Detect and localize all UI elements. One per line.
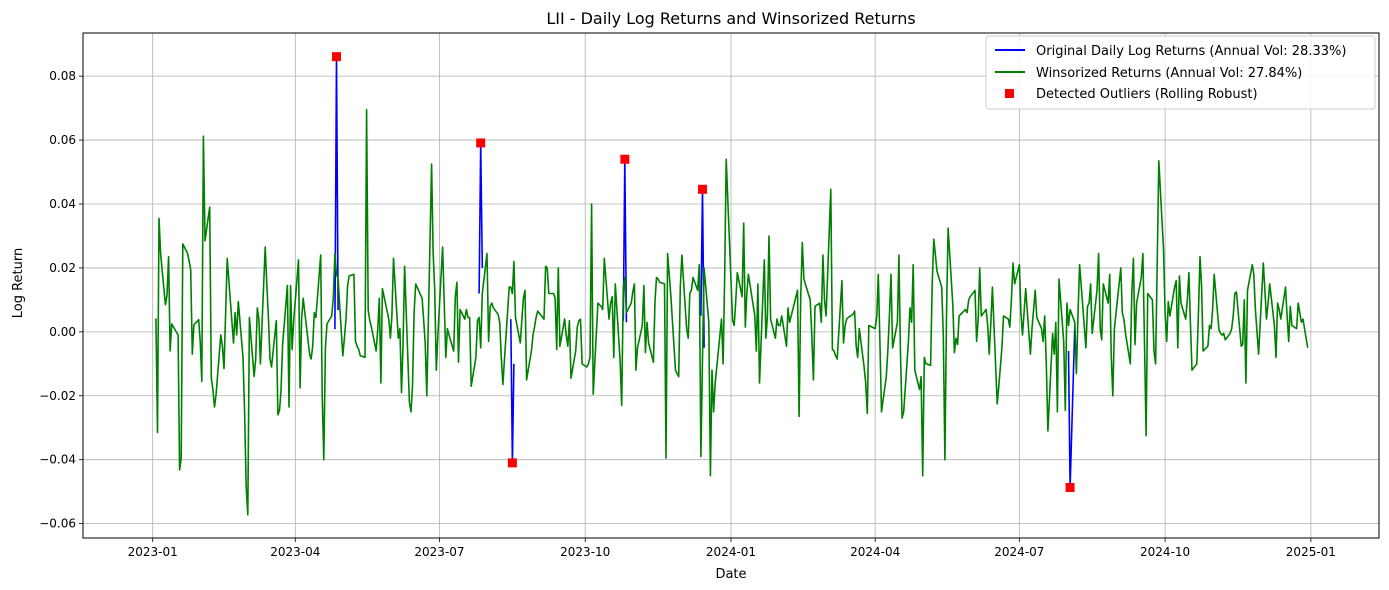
- y-tick-label: 0.02: [49, 261, 76, 275]
- legend-label-winsorized: Winsorized Returns (Annual Vol: 27.84%): [1036, 66, 1302, 81]
- legend: Original Daily Log Returns (Annual Vol: …: [985, 35, 1376, 110]
- x-tick-label: 2023-01: [128, 545, 178, 559]
- outlier-marker: [620, 154, 630, 164]
- x-tick-label: 2023-10: [560, 545, 610, 559]
- outlier-marker: [1065, 483, 1075, 492]
- winsorized-returns-line: [155, 108, 1309, 516]
- y-tick-label: 0.04: [49, 197, 76, 211]
- original-returns-line: [1067, 325, 1076, 489]
- legend-swatch-outliers: [1005, 89, 1014, 98]
- y-tick-label: 0.00: [49, 325, 76, 339]
- original-returns-line: [334, 55, 339, 330]
- y-tick-label: −0.06: [39, 517, 76, 531]
- x-tick-label: 2025-01: [1286, 545, 1336, 559]
- y-tick-label: 0.08: [49, 69, 76, 83]
- x-axis-label: Date: [715, 567, 746, 582]
- x-tick-label: 2024-07: [994, 545, 1044, 559]
- outlier-marker: [507, 458, 517, 468]
- plot-frame: [82, 32, 1380, 539]
- x-tick-label: 2024-10: [1140, 545, 1190, 559]
- x-tick-label: 2024-01: [706, 545, 756, 559]
- axis-ticks: 2023-01 2023-04 2023-07 2023-10 2024-01 2024-…: [39, 69, 1336, 559]
- legend-box: [985, 35, 1376, 110]
- y-tick-label: −0.04: [39, 453, 76, 467]
- chart-title: LII - Daily Log Returns and Winsorized R…: [546, 9, 915, 28]
- legend-label-original: Original Daily Log Returns (Annual Vol: …: [1036, 44, 1346, 59]
- y-axis-label: Log Return: [11, 248, 26, 319]
- legend-label-outliers: Detected Outliers (Rolling Robust): [1036, 87, 1258, 102]
- outlier-marker: [476, 138, 486, 148]
- plot-area: [155, 52, 1309, 516]
- outlier-marker: [331, 52, 341, 62]
- x-tick-label: 2024-04: [850, 545, 900, 559]
- original-returns-line: [510, 319, 515, 464]
- outlier-marker: [697, 184, 707, 194]
- x-tick-label: 2023-07: [414, 545, 464, 559]
- y-tick-label: 0.06: [49, 133, 76, 147]
- y-tick-label: −0.02: [39, 389, 76, 403]
- original-returns-line: [478, 142, 484, 294]
- x-tick-label: 2023-04: [270, 545, 320, 559]
